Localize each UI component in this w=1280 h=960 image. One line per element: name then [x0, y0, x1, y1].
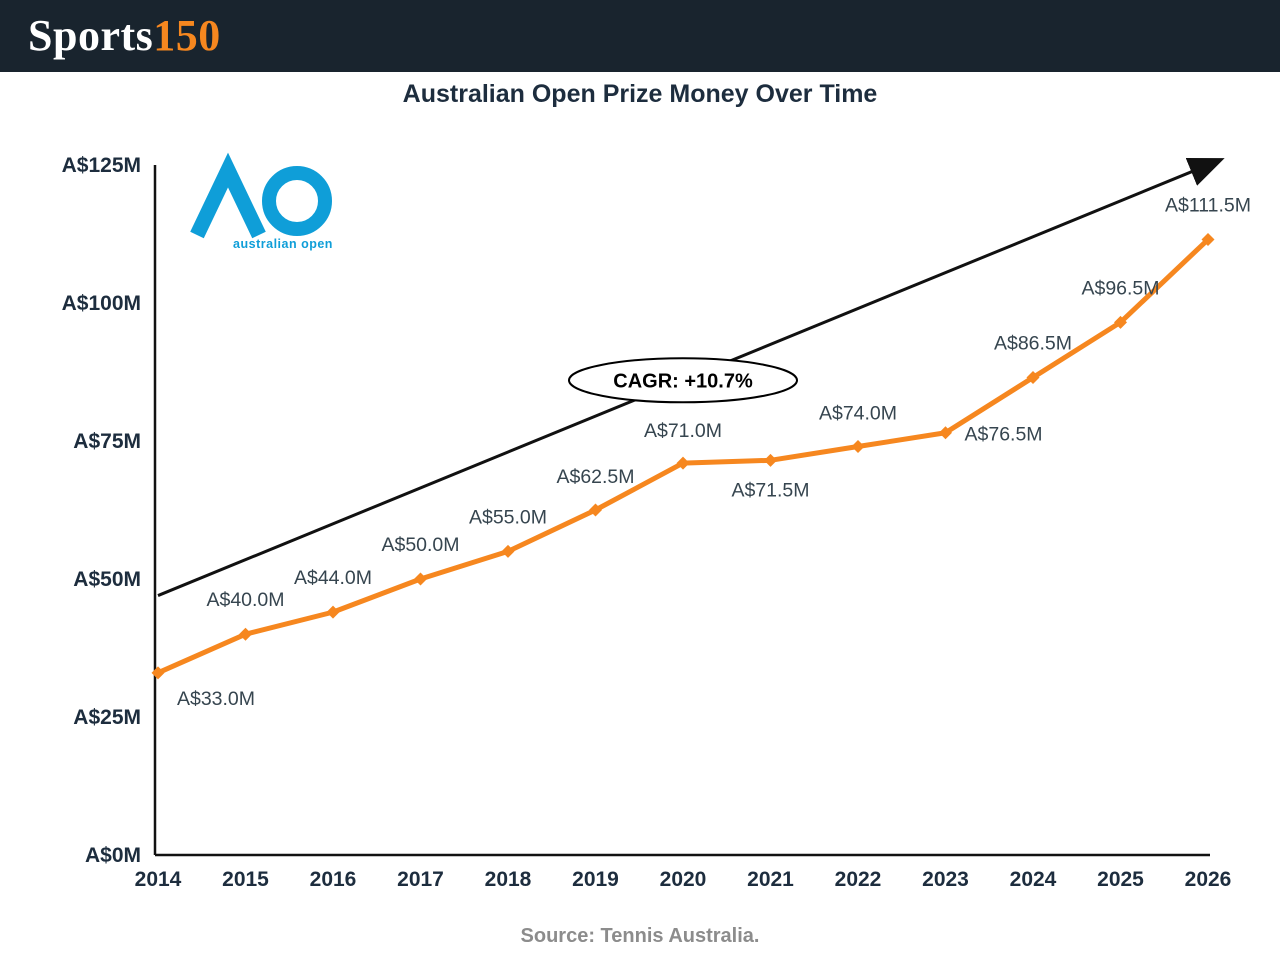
- x-tick-label: 2025: [1097, 868, 1144, 891]
- x-tick-label: 2021: [747, 868, 794, 891]
- x-tick-label: 2022: [835, 868, 882, 891]
- x-tick-label: 2026: [1185, 868, 1232, 891]
- x-tick-label: 2019: [572, 868, 619, 891]
- x-tick-label: 2018: [485, 868, 532, 891]
- point-label: A$111.5M: [1165, 195, 1251, 217]
- data-point-marker: [239, 627, 252, 641]
- ao-logo-a-icon: [190, 152, 266, 239]
- x-tick-label: 2024: [1010, 868, 1057, 891]
- data-point-marker: [1201, 233, 1215, 247]
- point-label: A$55.0M: [469, 506, 547, 528]
- brand-text-150: 150: [153, 11, 221, 60]
- point-label: A$40.0M: [206, 589, 284, 611]
- data-point-marker: [939, 426, 952, 440]
- data-point-marker: [151, 666, 165, 680]
- data-point-marker: [414, 572, 427, 586]
- data-point-marker: [851, 440, 865, 454]
- point-label: A$71.0M: [644, 420, 722, 442]
- brand-text-sports: Sports: [28, 11, 154, 60]
- x-tick-label: 2023: [922, 868, 969, 891]
- point-label: A$71.5M: [731, 479, 809, 501]
- ao-logo-caption: australian open: [233, 237, 333, 251]
- point-label: A$76.5M: [965, 424, 1043, 446]
- data-point-marker: [1026, 371, 1040, 385]
- x-tick-label: 2017: [397, 868, 444, 891]
- cagr-annotation-ellipse: [568, 357, 798, 404]
- point-label: A$86.5M: [994, 333, 1072, 355]
- x-tick-label: 2020: [660, 868, 707, 891]
- data-point-marker: [501, 544, 515, 558]
- source-note: Source: Tennis Australia.: [520, 925, 760, 947]
- point-label: A$62.5M: [556, 466, 634, 488]
- y-tick-label: A$25M: [73, 706, 141, 729]
- x-tick-label: 2015: [222, 868, 269, 891]
- point-label: A$96.5M: [1081, 277, 1159, 299]
- data-point-marker: [676, 456, 690, 470]
- y-tick-label: A$100M: [62, 292, 141, 315]
- data-point-marker: [589, 503, 602, 517]
- x-tick-label: 2016: [310, 868, 357, 891]
- y-tick-label: A$75M: [73, 430, 141, 453]
- prize-money-line: [155, 237, 1211, 676]
- y-tick-label: A$50M: [73, 568, 141, 591]
- y-tick-label: A$125M: [62, 154, 141, 177]
- point-label: A$33.0M: [177, 688, 255, 710]
- chart-title: Australian Open Prize Money Over Time: [402, 80, 878, 108]
- y-tick-label: A$0M: [85, 844, 141, 867]
- point-label: A$50.0M: [381, 534, 459, 556]
- point-label: A$44.0M: [294, 567, 372, 589]
- ao-logo-o-icon: [262, 166, 332, 236]
- point-label: A$74.0M: [819, 403, 897, 425]
- data-point-marker: [326, 605, 340, 619]
- data-point-marker: [1114, 315, 1127, 329]
- brand-logo: Sports150: [28, 14, 221, 58]
- x-tick-label: 2014: [135, 868, 182, 891]
- header-bar: Sports150: [0, 0, 1280, 72]
- cagr-annotation-label: CAGR: +10.7%: [613, 370, 753, 392]
- data-point-marker: [764, 453, 777, 467]
